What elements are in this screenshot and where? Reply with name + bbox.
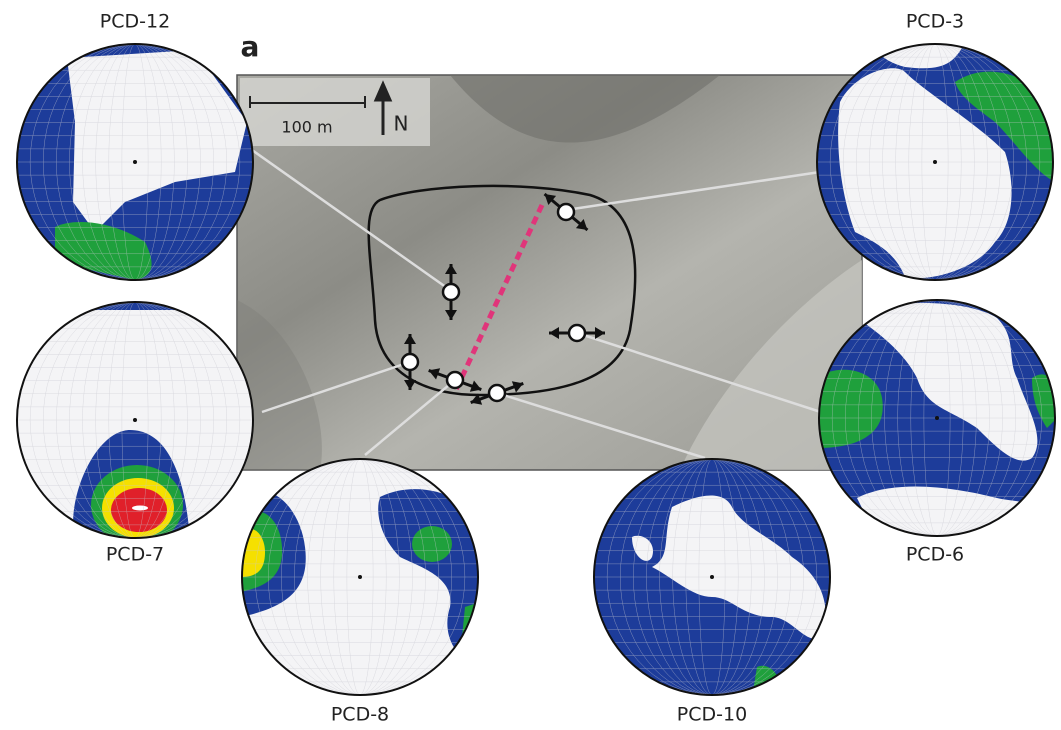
photo-shadow	[450, 75, 720, 143]
arrow-head	[445, 264, 457, 274]
connector	[565, 170, 821, 212]
sites	[400, 192, 605, 405]
arrow-head	[595, 327, 605, 339]
connector	[496, 391, 706, 460]
stereonet-label: PCD-3	[906, 11, 964, 33]
north-label: N	[394, 112, 409, 136]
stereonet	[818, 299, 1056, 537]
net-centre	[133, 418, 137, 422]
net-rim	[241, 458, 479, 696]
panel-label: a	[241, 30, 260, 63]
north-arrow	[373, 80, 393, 135]
stereonet	[241, 458, 479, 696]
fault-trace	[452, 203, 545, 394]
arrow-head	[428, 368, 441, 380]
net-centre	[358, 575, 362, 579]
arrow-head	[544, 194, 557, 206]
connector	[364, 379, 456, 456]
arrow-head	[575, 218, 588, 230]
arrow-head	[469, 380, 482, 392]
stereonet	[16, 43, 254, 281]
aerial-photo: 100 m N	[236, 74, 863, 471]
stereonet-label: PCD-8	[331, 704, 389, 726]
net-centre	[710, 575, 714, 579]
net-rim	[593, 458, 831, 696]
stereonet-label: PCD-6	[906, 544, 964, 566]
net-centre	[935, 416, 939, 420]
net-rim	[816, 43, 1054, 281]
stereonet	[16, 301, 254, 539]
stereonet-label: PCD-12	[100, 11, 170, 33]
net-rim	[16, 43, 254, 281]
connector	[251, 148, 451, 292]
arrow-head	[404, 380, 416, 390]
stereonet-label: PCD-7	[106, 544, 164, 566]
net-rim	[16, 301, 254, 539]
photo-ridge	[680, 260, 862, 470]
arrow-head	[470, 393, 483, 405]
net-centre	[933, 160, 937, 164]
stereonet-label: PCD-10	[677, 704, 747, 726]
net-grid	[594, 458, 830, 696]
net-centre	[133, 160, 137, 164]
site-marker	[556, 202, 576, 222]
connectors	[251, 148, 831, 460]
arrow-head	[404, 334, 416, 344]
stereonet	[816, 43, 1054, 281]
arrow-head	[549, 327, 559, 339]
arrow-head	[445, 310, 457, 320]
site-marker	[441, 282, 461, 302]
scale-bar	[249, 96, 366, 108]
arrow-head	[511, 381, 524, 393]
site-marker	[445, 370, 465, 390]
scale-box	[240, 78, 430, 146]
outline	[367, 184, 637, 397]
connector	[576, 331, 831, 417]
net-rim	[818, 299, 1056, 537]
site-marker	[400, 352, 420, 372]
site-marker	[567, 323, 587, 343]
photo-terrain	[237, 300, 322, 470]
scale-label: 100 m	[281, 118, 332, 137]
stereonet	[593, 458, 831, 696]
site-marker	[487, 383, 507, 403]
connector	[261, 360, 411, 414]
